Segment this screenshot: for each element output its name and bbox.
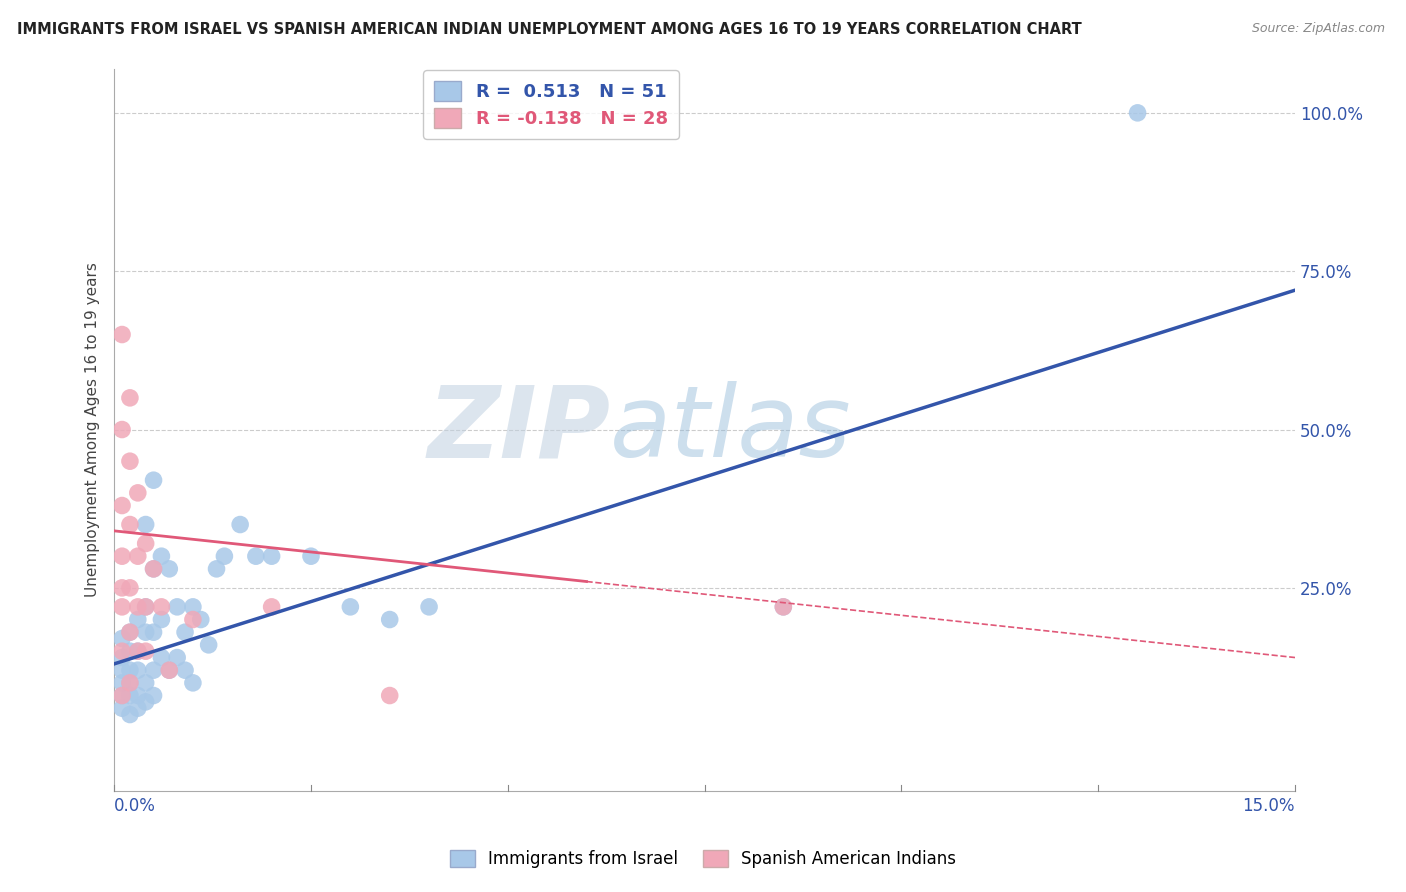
Point xyxy=(772,599,794,614)
Point xyxy=(181,599,204,614)
Point xyxy=(260,549,283,564)
Point xyxy=(157,562,180,576)
Point xyxy=(111,650,134,665)
Point xyxy=(157,663,180,677)
Point xyxy=(118,707,141,722)
Point xyxy=(418,599,440,614)
Text: 15.0%: 15.0% xyxy=(1243,797,1295,815)
Text: ZIP: ZIP xyxy=(427,381,610,478)
Point xyxy=(197,638,219,652)
Point xyxy=(111,632,134,646)
Point xyxy=(142,562,165,576)
Point xyxy=(118,625,141,640)
Point xyxy=(135,599,157,614)
Point xyxy=(150,613,173,627)
Point xyxy=(190,613,212,627)
Point xyxy=(118,625,141,640)
Point xyxy=(166,650,188,665)
Point xyxy=(118,391,141,405)
Point xyxy=(118,454,141,468)
Point xyxy=(150,599,173,614)
Text: 0.0%: 0.0% xyxy=(114,797,156,815)
Point xyxy=(118,663,141,677)
Point xyxy=(111,581,134,595)
Point xyxy=(135,517,157,532)
Point xyxy=(174,663,197,677)
Point xyxy=(111,689,134,703)
Point xyxy=(127,549,149,564)
Legend: Immigrants from Israel, Spanish American Indians: Immigrants from Israel, Spanish American… xyxy=(443,843,963,875)
Point xyxy=(111,549,134,564)
Point xyxy=(260,599,283,614)
Point xyxy=(127,663,149,677)
Point xyxy=(299,549,322,564)
Point xyxy=(142,562,165,576)
Point xyxy=(127,486,149,500)
Text: atlas: atlas xyxy=(610,381,852,478)
Point xyxy=(127,599,149,614)
Point xyxy=(181,613,204,627)
Y-axis label: Unemployment Among Ages 16 to 19 years: Unemployment Among Ages 16 to 19 years xyxy=(86,262,100,597)
Point xyxy=(111,701,134,715)
Point xyxy=(127,644,149,658)
Point xyxy=(772,599,794,614)
Point xyxy=(142,625,165,640)
Point xyxy=(245,549,267,564)
Point xyxy=(135,644,157,658)
Point xyxy=(118,581,141,595)
Text: IMMIGRANTS FROM ISRAEL VS SPANISH AMERICAN INDIAN UNEMPLOYMENT AMONG AGES 16 TO : IMMIGRANTS FROM ISRAEL VS SPANISH AMERIC… xyxy=(17,22,1081,37)
Point xyxy=(111,599,134,614)
Point xyxy=(378,613,401,627)
Point xyxy=(135,676,157,690)
Point xyxy=(135,695,157,709)
Point xyxy=(127,644,149,658)
Point xyxy=(214,549,236,564)
Point xyxy=(111,644,134,658)
Point xyxy=(127,689,149,703)
Point xyxy=(118,676,141,690)
Point xyxy=(111,327,134,342)
Point xyxy=(205,562,228,576)
Point xyxy=(127,613,149,627)
Legend: R =  0.513   N = 51, R = -0.138   N = 28: R = 0.513 N = 51, R = -0.138 N = 28 xyxy=(423,70,679,139)
Point xyxy=(135,625,157,640)
Point xyxy=(111,689,134,703)
Point xyxy=(142,473,165,487)
Point xyxy=(135,599,157,614)
Point xyxy=(118,644,141,658)
Point xyxy=(1126,106,1149,120)
Point xyxy=(339,599,361,614)
Point xyxy=(127,701,149,715)
Point xyxy=(142,689,165,703)
Point xyxy=(150,549,173,564)
Point xyxy=(111,676,134,690)
Point xyxy=(157,663,180,677)
Point xyxy=(150,650,173,665)
Point xyxy=(174,625,197,640)
Point xyxy=(118,517,141,532)
Point xyxy=(111,663,134,677)
Point xyxy=(111,499,134,513)
Point xyxy=(229,517,252,532)
Point xyxy=(181,676,204,690)
Point xyxy=(142,663,165,677)
Point xyxy=(111,423,134,437)
Text: Source: ZipAtlas.com: Source: ZipAtlas.com xyxy=(1251,22,1385,36)
Point xyxy=(378,689,401,703)
Point xyxy=(118,676,141,690)
Point xyxy=(166,599,188,614)
Point xyxy=(118,689,141,703)
Point xyxy=(135,536,157,550)
